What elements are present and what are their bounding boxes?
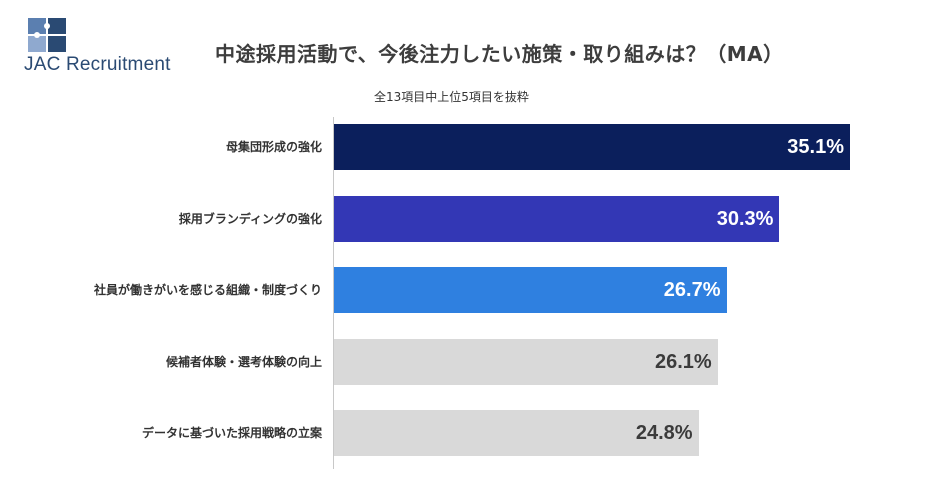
bar-value-label: 26.1% xyxy=(654,350,712,373)
logo-text: JAC Recruitment xyxy=(24,54,171,75)
bar-value-label: 35.1% xyxy=(787,136,844,158)
category-label: 候補者体験・選考体験の向上 xyxy=(165,354,322,369)
y-axis-line xyxy=(333,117,334,469)
chart-title: 中途採用活動で、今後注力したい施策・取り組みは？（MA） xyxy=(215,42,784,66)
category-label: 社員が働きがいを感じる組織・制度づくり xyxy=(93,283,322,297)
category-label: 採用ブランディングの強化 xyxy=(178,211,322,226)
bar-value-label: 30.3% xyxy=(716,207,774,230)
company-logo: JAC Recruitment xyxy=(22,18,182,78)
bar: 26.7% xyxy=(334,267,727,313)
bar: 26.1% xyxy=(334,338,718,385)
bar: 35.1% xyxy=(334,124,850,170)
category-label: データに基づいた採用戦略の立案 xyxy=(141,426,322,440)
bar: 24.8% xyxy=(334,410,699,456)
bar-value-label: 26.7% xyxy=(663,279,721,301)
bar: 30.3% xyxy=(334,195,780,242)
bar-value-label: 24.8% xyxy=(635,422,693,444)
chart-subtitle: 全13項目中上位5項目を抜粋 xyxy=(374,90,529,104)
puzzle-logo-icon xyxy=(28,18,66,52)
category-label: 母集団形成の強化 xyxy=(225,140,322,154)
